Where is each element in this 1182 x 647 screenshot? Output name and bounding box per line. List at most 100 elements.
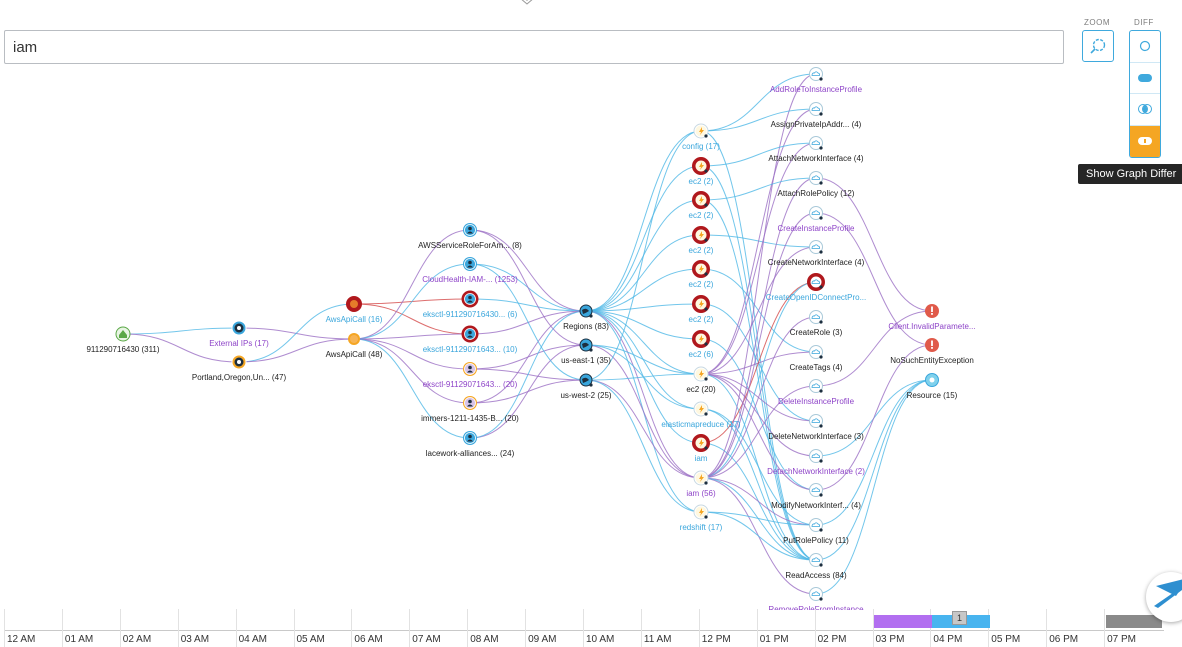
- graph-node[interactable]: eksctl-91129071643... (20): [423, 362, 518, 389]
- timeline-hour-label: 02 PM: [817, 634, 847, 645]
- graph-node[interactable]: config (17): [682, 123, 720, 151]
- timeline-tick: [4, 609, 5, 647]
- graph-node[interactable]: CreateNetworkInterface (4): [768, 240, 865, 268]
- graph-node[interactable]: AddRoleToInstanceProfile: [770, 67, 863, 95]
- zoom-button[interactable]: [1082, 30, 1114, 62]
- graph-node[interactable]: CloudHealth-IAM-... (1253): [422, 257, 518, 284]
- graph-node-label: RemoveRoleFromInstance: [768, 605, 864, 610]
- graph-node[interactable]: AttachNetworkInterface (4): [768, 136, 864, 164]
- graph-node[interactable]: AttachRolePolicy (12): [778, 171, 855, 199]
- graph-edge: [585, 268, 702, 312]
- diff-none-button[interactable]: [1130, 31, 1160, 63]
- graph-node[interactable]: ec2 (20): [686, 366, 716, 394]
- graph-node[interactable]: AssignPrivateIpAddr... (4): [771, 102, 862, 130]
- lacework-logo[interactable]: [1146, 572, 1182, 622]
- search-input[interactable]: [4, 30, 1064, 64]
- graph-node[interactable]: DetachNetworkInterface (2): [767, 449, 865, 477]
- graph-edge: [700, 177, 817, 201]
- graph-node-label: AddRoleToInstanceProfile: [770, 85, 863, 94]
- graph-edge: [700, 212, 817, 479]
- timeline-hour-label: 05 AM: [296, 634, 325, 645]
- graph-node[interactable]: Portland,Oregon,Un... (47): [192, 354, 287, 382]
- graph-node-label: eksctl-91129071643... (10): [423, 345, 518, 354]
- graph-node[interactable]: 911290716430 (311): [86, 326, 160, 354]
- graph-node[interactable]: us-east-1 (35): [561, 338, 611, 365]
- graph-node-label: lacework-alliances... (24): [426, 449, 515, 458]
- timeline-hour-label: 07 AM: [412, 634, 441, 645]
- graph-node[interactable]: CreateOpenIDConnectPro...: [766, 273, 867, 303]
- graph-node[interactable]: elasticmapreduce (17): [661, 401, 741, 429]
- timeline-tick: [988, 609, 990, 647]
- timeline-hour-label: 07 PM: [1107, 634, 1136, 645]
- graph-edge: [700, 142, 817, 375]
- timeline-range-gray[interactable]: [1106, 615, 1162, 628]
- graph-node-label: eksctl-91129071643... (20): [423, 380, 518, 389]
- graph-node[interactable]: iam: [692, 434, 710, 464]
- collapse-chevron-icon[interactable]: [511, 0, 543, 10]
- graph-edge: [700, 73, 817, 132]
- graph-node-label: Regions (83): [563, 322, 609, 331]
- graph-node[interactable]: immers-1211-1435-B... (20): [421, 396, 519, 423]
- graph-node[interactable]: eksctl-911290716430... (6): [423, 290, 518, 320]
- graph-edge: [815, 379, 933, 561]
- timeline-hour-label: 12 PM: [701, 634, 731, 645]
- graph-node[interactable]: iam (56): [686, 470, 716, 498]
- graph-node-label: ReadAccess (84): [785, 571, 847, 580]
- graph-edge: [585, 310, 702, 375]
- timeline-tick: [61, 609, 63, 647]
- graph-edge: [815, 379, 933, 526]
- graph-node[interactable]: AwsApiCall (48): [326, 333, 383, 359]
- graph-node[interactable]: PutRolePolicy (11): [783, 518, 849, 546]
- graph-node[interactable]: CreateTags (4): [790, 345, 843, 373]
- graph-node[interactable]: CreateInstanceProfile: [778, 206, 855, 234]
- diff-panel: [1129, 30, 1161, 158]
- graph-node-label: CreateOpenIDConnectPro...: [766, 293, 867, 302]
- graph-node[interactable]: ModifyNetworkInterf... (4): [771, 483, 861, 511]
- graph-edge: [700, 511, 817, 526]
- graph-node[interactable]: Client.InvalidParamete...: [888, 304, 976, 331]
- graph-node[interactable]: External IPs (17): [209, 320, 269, 348]
- graph-node[interactable]: eksctl-91129071643... (10): [423, 325, 518, 355]
- graph-node[interactable]: ec2 (2): [689, 295, 714, 325]
- graph-node[interactable]: CreateRole (3): [790, 310, 843, 338]
- graph-node[interactable]: NoSuchEntityException: [890, 338, 974, 365]
- graph-node[interactable]: ec2 (6): [689, 330, 714, 360]
- graph-node[interactable]: ec2 (2): [689, 226, 714, 256]
- graph-node[interactable]: redshift (17): [680, 504, 723, 532]
- graph-node-label: External IPs (17): [209, 339, 269, 348]
- graph-node[interactable]: us-west-2 (25): [560, 373, 612, 400]
- graph-node-label: us-west-2 (25): [560, 391, 611, 400]
- graph-node[interactable]: lacework-alliances... (24): [426, 431, 515, 458]
- graph-edge: [700, 385, 817, 479]
- graph-node[interactable]: AWSServiceRoleForAm... (8): [418, 223, 522, 250]
- graph-node[interactable]: ec2 (2): [689, 260, 714, 290]
- wing-logo-icon: [1154, 579, 1182, 608]
- timeline-badge[interactable]: 1: [952, 611, 967, 625]
- timeline-tick: [525, 609, 527, 647]
- graph-node[interactable]: ec2 (2): [689, 191, 714, 221]
- graph-node[interactable]: ec2 (2): [689, 157, 714, 187]
- graph-node[interactable]: DeleteInstanceProfile: [778, 379, 855, 407]
- timeline[interactable]: 12 AM 01 AM 02 AM 03 AM 04 AM 05 AM 06 AM 07 AM…: [4, 609, 1164, 647]
- graph-node[interactable]: AwsApiCall (16): [326, 296, 383, 324]
- timeline-tick: [177, 609, 179, 647]
- overlap-circles-icon: [1138, 104, 1152, 115]
- graph-node[interactable]: DeleteNetworkInterface (3): [768, 414, 864, 442]
- graph-edge: [238, 338, 355, 363]
- timeline-range-purple[interactable]: [874, 615, 932, 628]
- diff-show-graph-button[interactable]: [1130, 125, 1160, 157]
- graph-node-label: redshift (17): [680, 523, 723, 532]
- graph-node[interactable]: Resource (15): [907, 373, 958, 401]
- graph-node-label: ec2 (2): [689, 246, 714, 255]
- diff-overlap-button[interactable]: [1130, 94, 1160, 126]
- graph-node[interactable]: Regions (83): [563, 304, 609, 331]
- graph-edge: [353, 338, 471, 370]
- timeline-hour-label: 12 AM: [7, 634, 36, 645]
- diff-filled-button[interactable]: [1130, 63, 1160, 94]
- graph-node[interactable]: ReadAccess (84): [785, 553, 847, 581]
- graph-edge: [815, 310, 933, 387]
- graph-node[interactable]: RemoveRoleFromInstance: [768, 587, 864, 611]
- graph-edge: [469, 229, 587, 346]
- graph-edge: [700, 108, 817, 132]
- graph-edge: [700, 281, 817, 479]
